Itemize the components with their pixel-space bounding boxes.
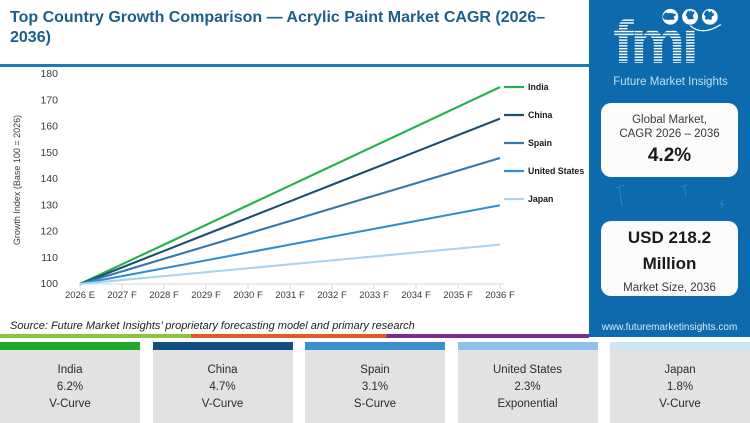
- svg-text:2033 F: 2033 F: [359, 290, 389, 300]
- svg-text:Growth Index (Base 100 = 2026): Growth Index (Base 100 = 2026): [12, 115, 22, 245]
- svg-text:140: 140: [40, 173, 58, 185]
- svg-text:2036 F: 2036 F: [485, 290, 515, 300]
- svg-text:2028 F: 2028 F: [149, 290, 179, 300]
- svg-text:150: 150: [40, 147, 58, 159]
- svg-text:110: 110: [41, 252, 58, 264]
- svg-text:2031 F: 2031 F: [275, 290, 305, 300]
- svg-text:2027 F: 2027 F: [107, 290, 137, 300]
- svg-text:Spain: Spain: [528, 138, 552, 148]
- svg-text:2035 F: 2035 F: [443, 290, 473, 300]
- svg-text:2030 F: 2030 F: [233, 290, 263, 300]
- svg-text:170: 170: [40, 94, 58, 106]
- svg-text:2034 F: 2034 F: [401, 290, 431, 300]
- svg-text:120: 120: [40, 226, 58, 238]
- svg-text:2026 E: 2026 E: [65, 290, 95, 300]
- svg-text:2029 F: 2029 F: [191, 290, 221, 300]
- svg-text:180: 180: [40, 68, 58, 80]
- svg-text:160: 160: [40, 121, 58, 133]
- svg-text:India: India: [528, 82, 549, 92]
- svg-text:Future Market Insights: Future Market Insights: [613, 76, 728, 88]
- svg-text:United States: United States: [528, 166, 584, 176]
- svg-text:Japan: Japan: [528, 194, 553, 204]
- svg-text:2032 F: 2032 F: [317, 290, 347, 300]
- svg-text:100: 100: [40, 278, 58, 290]
- svg-text:China: China: [528, 110, 553, 120]
- svg-text:130: 130: [40, 199, 58, 211]
